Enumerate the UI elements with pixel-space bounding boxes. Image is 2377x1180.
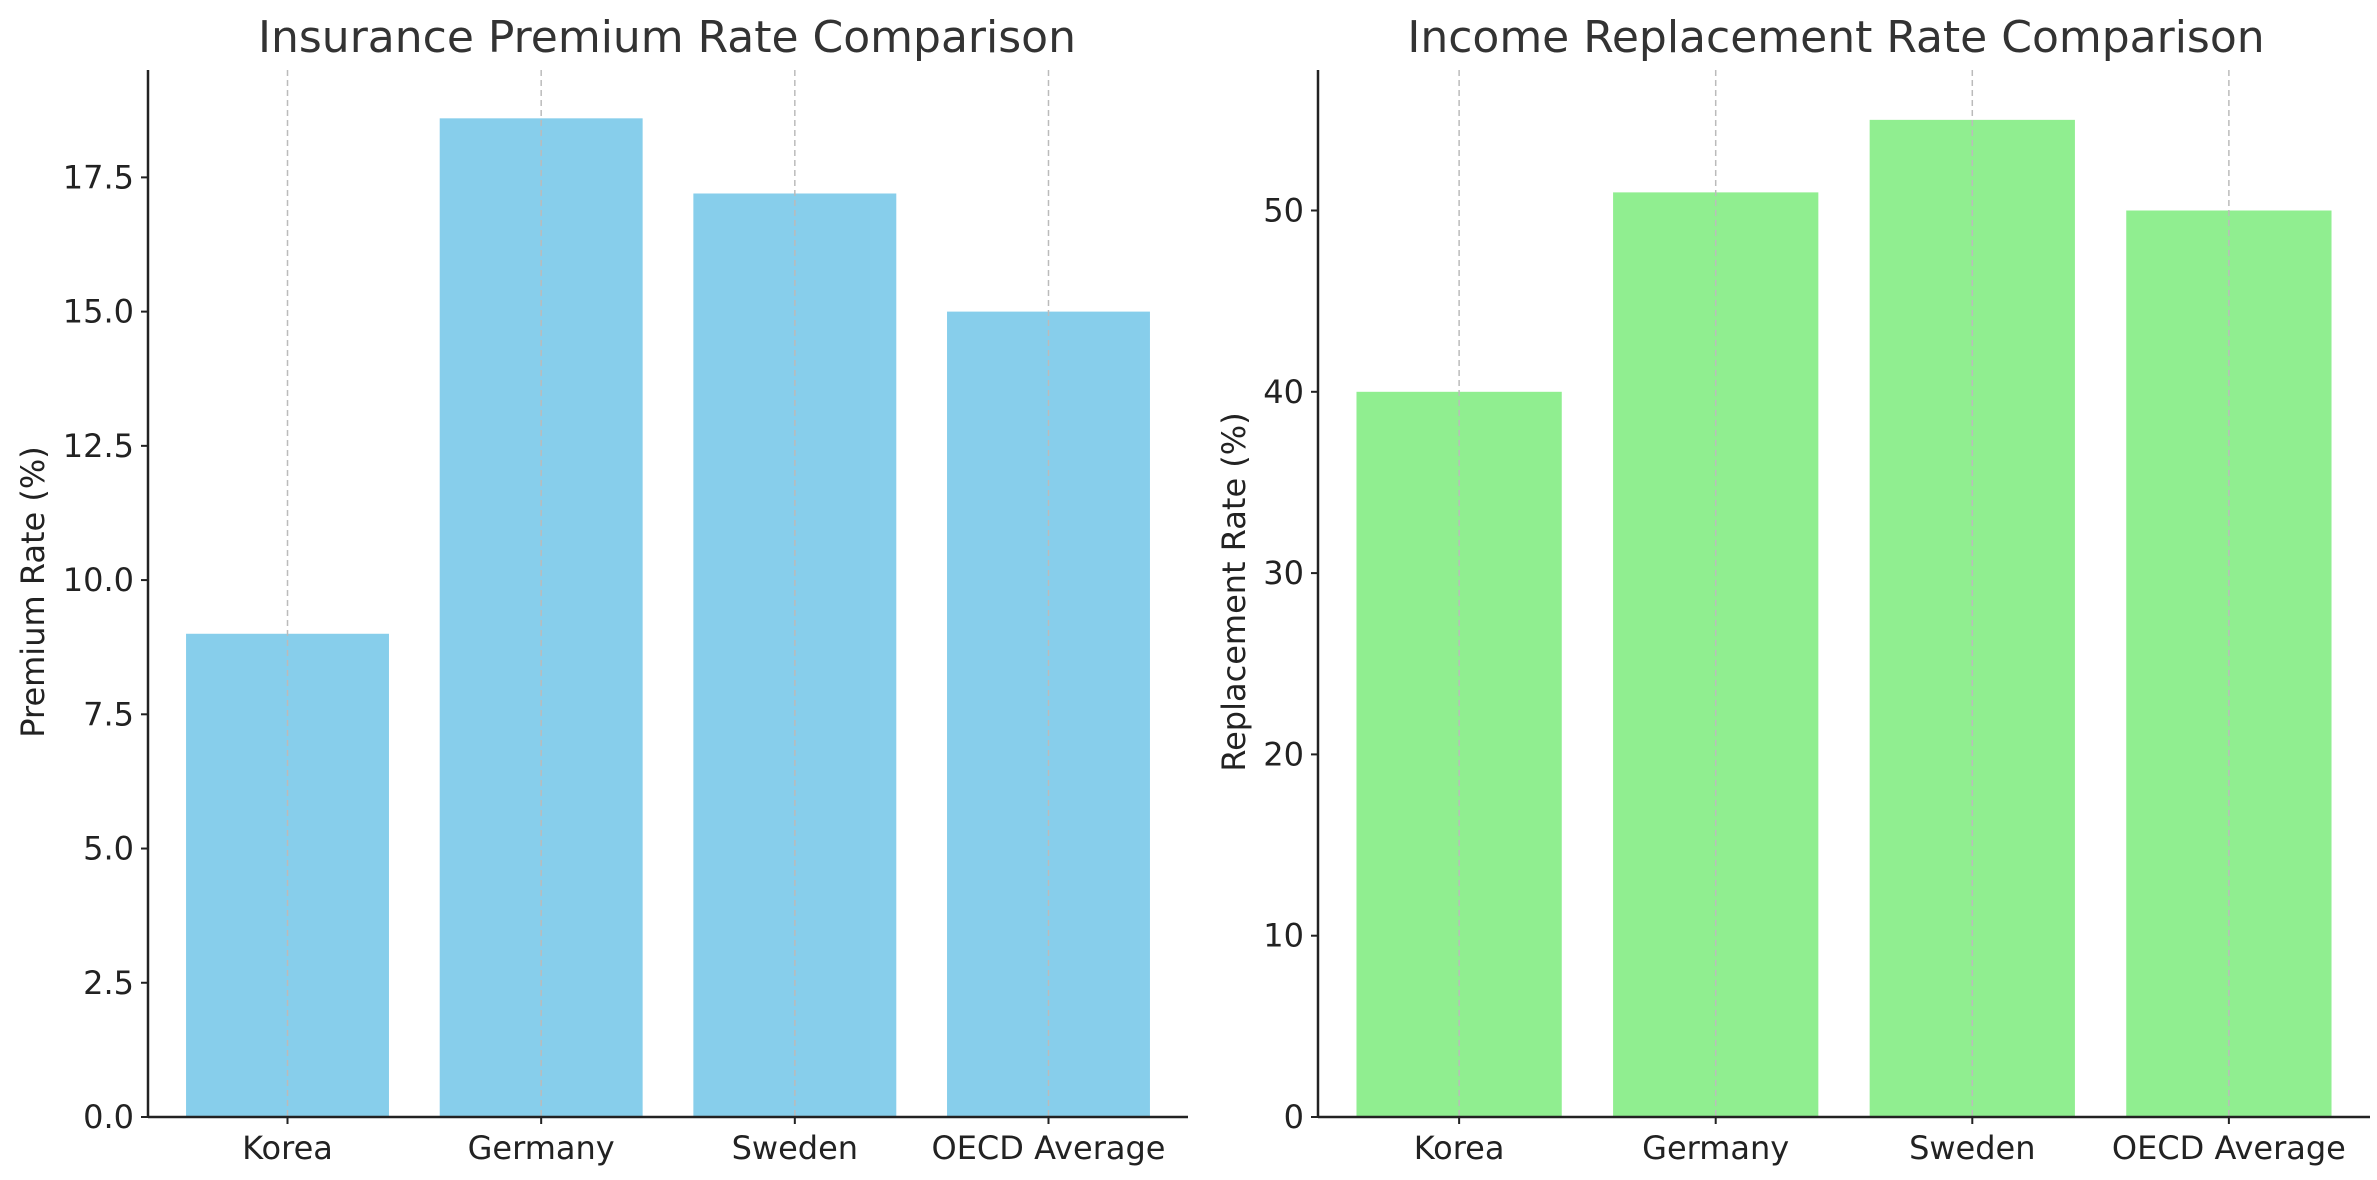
bar-sweden: [1869, 119, 2075, 1118]
y-tick-label: 0: [1284, 1098, 1304, 1136]
x-tick-label: OECD Average: [932, 1129, 1166, 1167]
y-tick-label: 10.0: [63, 561, 134, 599]
chart-title: Insurance Premium Rate Comparison: [258, 12, 1076, 63]
y-tick-label: 30: [1263, 554, 1304, 592]
y-tick-label: 5.0: [83, 830, 134, 868]
x-tick-label: Korea: [242, 1129, 333, 1167]
y-tick-label: 20: [1263, 735, 1304, 773]
x-tick-label: OECD Average: [2112, 1129, 2346, 1167]
premium-rate-chart: Insurance Premium Rate Comparison Premiu…: [14, 12, 1188, 1167]
x-tick-label: Germany: [1642, 1129, 1789, 1167]
x-tick-label: Sweden: [732, 1129, 858, 1167]
x-tick-label: Germany: [468, 1129, 615, 1167]
y-tick-label: 40: [1263, 373, 1304, 411]
x-tick-label: Korea: [1414, 1129, 1505, 1167]
y-tick-label: 10: [1263, 917, 1304, 955]
y-tick-label: 2.5: [83, 964, 134, 1002]
y-tick-label: 15.0: [63, 293, 134, 331]
chart-title: Income Replacement Rate Comparison: [1407, 12, 2264, 63]
replacement-rate-chart: Income Replacement Rate Comparison Repla…: [1215, 12, 2370, 1167]
y-tick-label: 17.5: [63, 158, 134, 196]
y-tick-label: 12.5: [63, 427, 134, 465]
y-tick-label: 50: [1263, 192, 1304, 230]
y-tick-label: 7.5: [83, 695, 134, 733]
bar-germany: [439, 118, 643, 1118]
y-tick-label: 0.0: [83, 1098, 134, 1136]
y-axis-label: Replacement Rate (%): [1215, 412, 1253, 771]
y-axis-label: Premium Rate (%): [14, 446, 52, 737]
x-tick-label: Sweden: [1909, 1129, 2035, 1167]
